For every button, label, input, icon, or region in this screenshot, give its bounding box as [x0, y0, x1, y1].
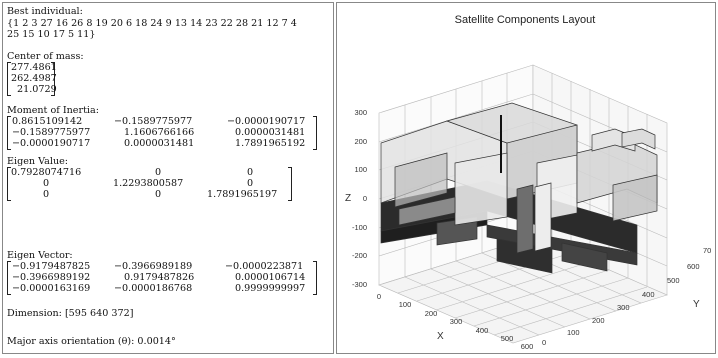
y-tick: 200 — [592, 316, 605, 325]
moi-cell: 1.1606766166 — [124, 127, 195, 138]
best-individual-line2: 25 15 10 17 5 11} — [7, 29, 96, 40]
components — [380, 102, 658, 274]
moi-cell: −0.0000190717 — [227, 116, 306, 127]
satellite-components-3d-plot: Satellite Components Layout — [345, 14, 711, 351]
eigvec-cell: 0.0000106714 — [235, 272, 306, 283]
x-tick: 100 — [399, 300, 412, 309]
bracket-left — [7, 62, 11, 96]
layout-plot-panel: Satellite Components Layout — [336, 2, 716, 354]
component-box — [534, 182, 552, 252]
eigval-cell: 0 — [43, 178, 50, 189]
moment-of-inertia-matrix: 0.8615109142 −0.1589775977 −0.0000190717… — [7, 116, 317, 150]
center-of-mass-matrix: 277.4861 262.4987 21.0729 — [7, 62, 57, 96]
x-tick: 300 — [450, 317, 463, 326]
z-tick: -100 — [352, 223, 367, 232]
x-tick: 200 — [425, 309, 438, 318]
y-tick: 70 — [703, 246, 711, 255]
eigvec-cell: 0.9999999997 — [235, 283, 306, 294]
z-tick: 300 — [354, 108, 367, 117]
eigvec-cell: −0.3966989192 — [12, 272, 91, 283]
moi-cell: −0.1589775977 — [114, 116, 193, 127]
z-tick: 0 — [363, 194, 367, 203]
major-axis-orientation-text: Major axis orientation (θ): 0.0014° — [7, 336, 176, 347]
y-tick: 600 — [687, 262, 700, 271]
bracket-right — [313, 116, 317, 150]
eigval-cell: 1.7891965197 — [207, 189, 278, 200]
eigen-vector-label: Eigen Vector: — [7, 250, 73, 261]
component-box — [612, 174, 658, 222]
eigval-cell: 0 — [155, 167, 162, 178]
best-individual-line1: {1 2 3 27 16 26 8 19 20 6 18 24 9 13 14 … — [7, 18, 297, 29]
eigvec-cell: −0.9179487825 — [12, 261, 91, 272]
z-axis: 300 200 100 0 -100 -200 -300 Z — [345, 108, 367, 289]
component-box — [454, 152, 508, 226]
x-tick: 500 — [501, 334, 514, 343]
eigvec-cell: −0.0000163169 — [12, 283, 91, 294]
moi-cell: 0.8615109142 — [12, 116, 83, 127]
eigval-cell: 0.7928074716 — [11, 167, 82, 178]
eigval-cell: 0 — [43, 189, 50, 200]
y-tick: 400 — [642, 290, 655, 299]
eigen-vector-matrix: −0.9179487825 −0.3966989189 −0.000022387… — [7, 261, 317, 295]
eigvec-cell: −0.3966989189 — [114, 261, 193, 272]
bracket-left — [7, 167, 11, 201]
component-box — [561, 242, 608, 272]
component-box — [394, 152, 448, 208]
bracket-left — [7, 261, 11, 295]
moment-of-inertia-label: Moment of Inertia: — [7, 105, 99, 116]
x-tick: 600 — [521, 342, 534, 351]
eigval-cell: 0 — [247, 167, 254, 178]
bracket-right — [313, 261, 317, 295]
y-tick: 100 — [567, 328, 580, 337]
component-box — [621, 128, 656, 150]
moi-cell: −0.1589775977 — [12, 127, 91, 138]
y-tick: 300 — [617, 303, 630, 312]
eigvec-cell: −0.0000186768 — [114, 283, 193, 294]
eigvec-cell: −0.0000223871 — [225, 261, 304, 272]
bracket-right — [51, 62, 55, 96]
eigvec-cell: 0.9179487826 — [124, 272, 195, 283]
z-tick: 200 — [354, 137, 367, 146]
bracket-right — [288, 167, 292, 201]
eigen-value-matrix: 0.7928074716 0 0 0 1.2293800587 0 0 0 1.… — [7, 167, 292, 201]
moi-cell: 1.7891965192 — [235, 138, 306, 149]
eigval-cell: 1.2293800587 — [113, 178, 184, 189]
best-individual-label: Best individual: — [7, 6, 83, 17]
x-axis-label: X — [437, 331, 444, 342]
moi-cell: −0.0000190717 — [12, 138, 91, 149]
z-tick: -200 — [352, 251, 367, 260]
y-axis: 0 100 200 300 400 500 600 70 Y — [542, 246, 711, 347]
bracket-left — [7, 116, 11, 150]
com-z: 21.0729 — [17, 84, 57, 95]
y-tick: 0 — [542, 338, 546, 347]
y-axis-label: Y — [693, 299, 700, 310]
moi-cell: 0.0000031481 — [124, 138, 195, 149]
x-tick: 400 — [476, 326, 489, 335]
x-tick: 0 — [377, 292, 381, 301]
plot-title: Satellite Components Layout — [455, 14, 596, 26]
z-axis-label: Z — [345, 193, 351, 204]
eigval-cell: 0 — [247, 178, 254, 189]
eigen-value-label: Eigen Value: — [7, 156, 69, 167]
com-y: 262.4987 — [11, 73, 57, 84]
x-axis: 0 100 200 300 400 500 600 X — [377, 292, 533, 351]
com-x: 277.4861 — [11, 62, 57, 73]
dimension-text: Dimension: [595 640 372] — [7, 308, 134, 319]
moi-cell: 0.0000031481 — [235, 127, 306, 138]
component-box — [398, 196, 456, 226]
results-panel: Best individual: {1 2 3 27 16 26 8 19 20… — [2, 2, 334, 354]
z-tick: 100 — [354, 165, 367, 174]
z-tick: -300 — [352, 280, 367, 289]
component-box — [516, 184, 534, 254]
center-of-mass-label: Center of mass: — [7, 51, 84, 62]
eigval-cell: 0 — [155, 189, 162, 200]
y-tick: 500 — [667, 276, 680, 285]
